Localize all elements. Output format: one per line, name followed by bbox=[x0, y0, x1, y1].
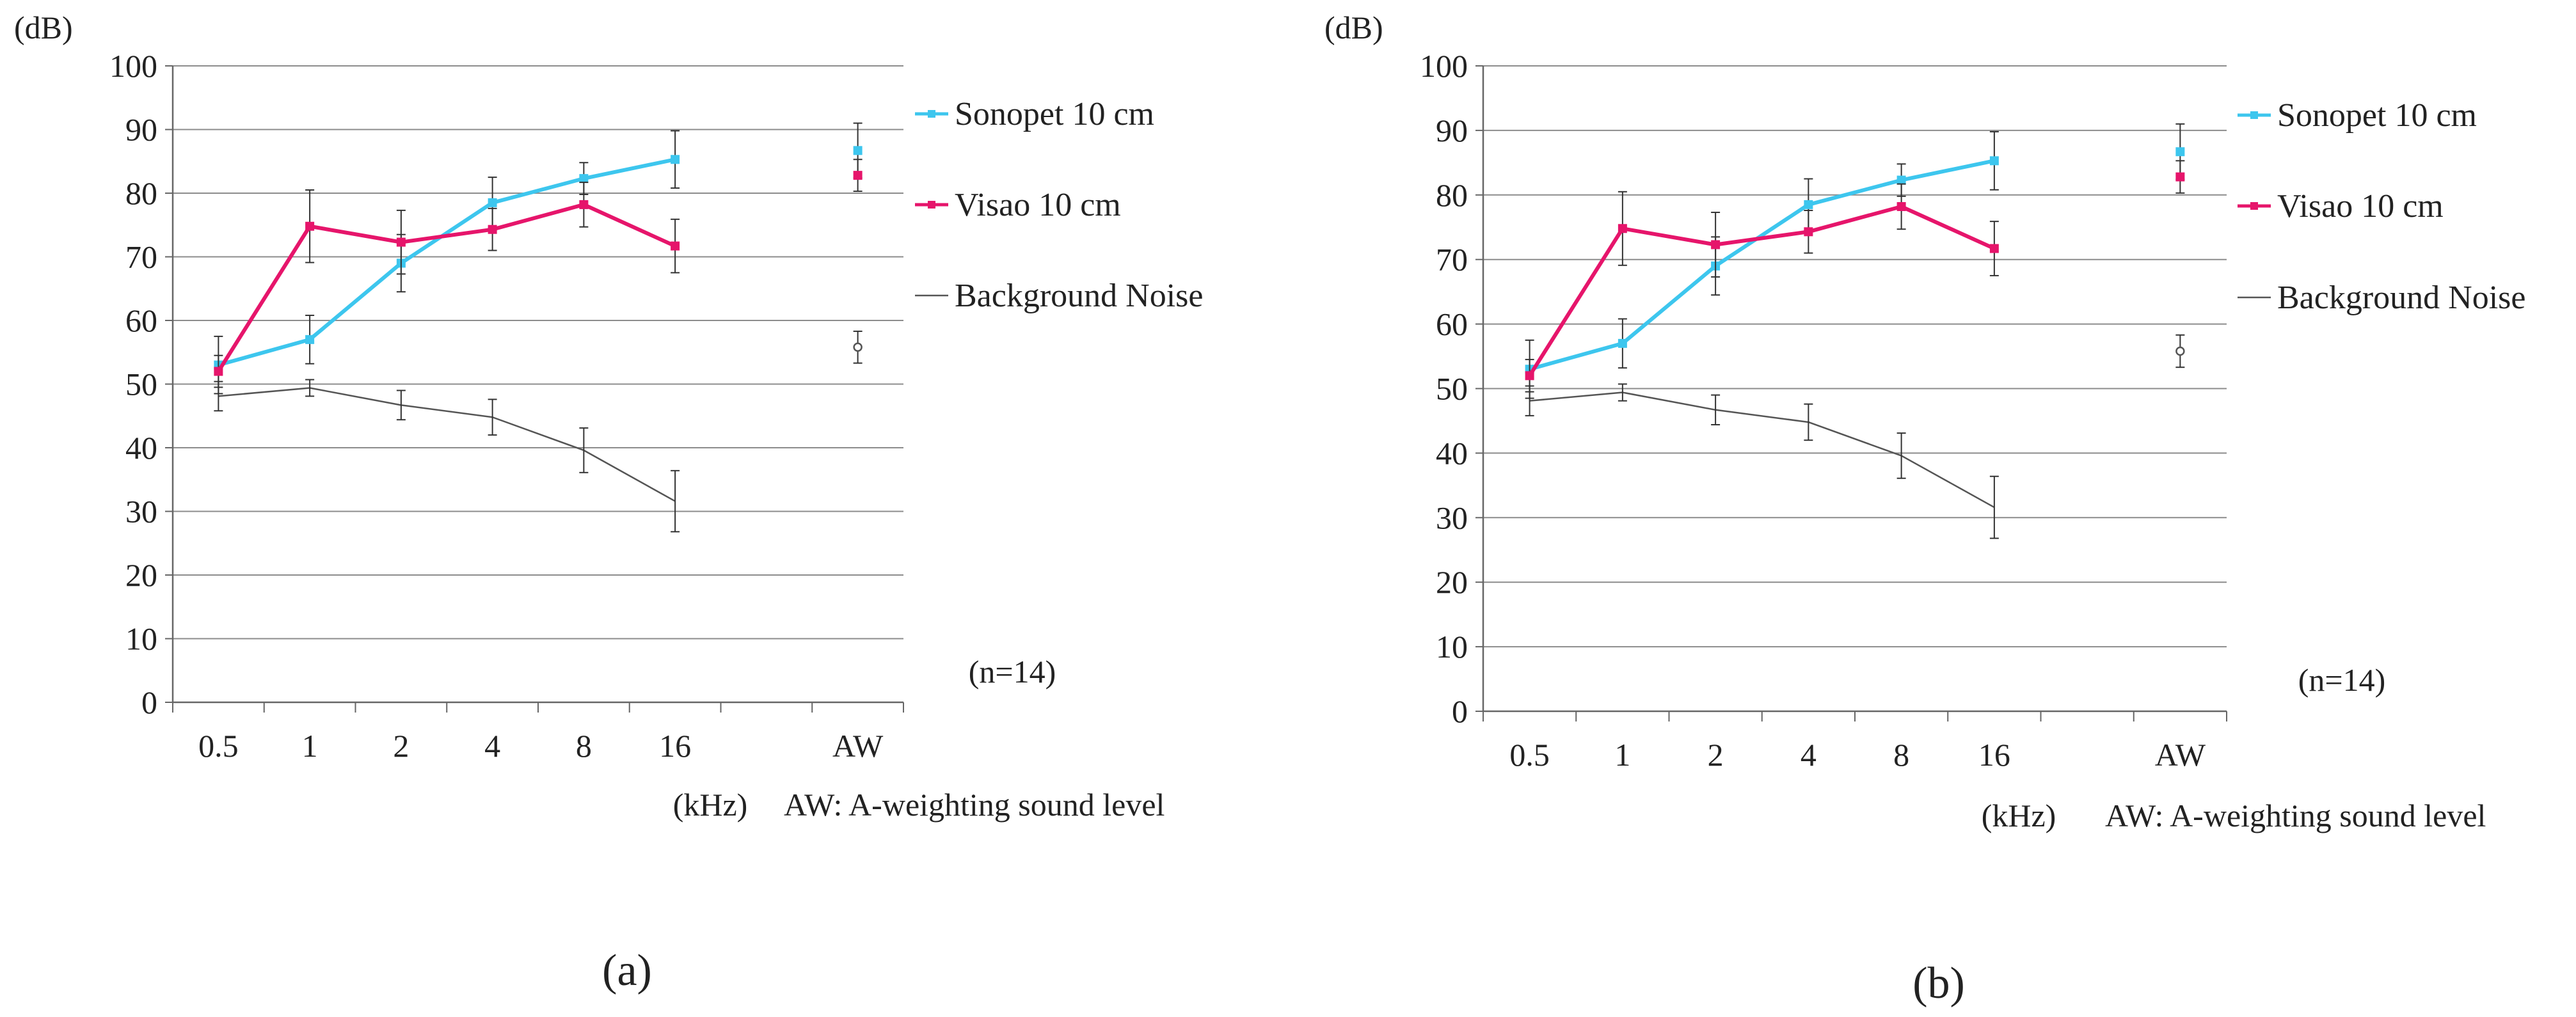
x-unit-label: (kHz) bbox=[673, 787, 748, 823]
data-point bbox=[1989, 244, 1999, 253]
y-tick-label: 70 bbox=[125, 239, 157, 275]
legend-label: Sonopet 10 cm bbox=[2277, 97, 2477, 134]
x-tick-label: 1 bbox=[302, 728, 318, 764]
data-point bbox=[1896, 175, 1906, 185]
x-tick-label: AW bbox=[832, 728, 884, 764]
panel-caption: (b) bbox=[1912, 959, 1965, 1008]
data-point bbox=[2175, 147, 2185, 157]
legend-label: Visao 10 cm bbox=[2277, 188, 2444, 225]
series-1 bbox=[1525, 160, 2185, 393]
y-tick-label: 90 bbox=[1436, 113, 1468, 148]
y-tick-label: 60 bbox=[125, 303, 157, 338]
data-point bbox=[853, 342, 863, 352]
chart-panel-a: 0 10 20 30 40 50 60 70 80 90 100 0.5 1 2 4 8 16 AW (dB) Son… bbox=[14, 10, 1203, 995]
data-point bbox=[1804, 200, 1813, 209]
y-tick-label: 50 bbox=[1436, 371, 1468, 407]
data-point bbox=[1989, 156, 1999, 166]
data-point bbox=[396, 237, 406, 247]
chart-panel-b: 0 10 20 30 40 50 60 70 80 90 100 0.5 1 2 4 8 16 AW (dB) Son… bbox=[1324, 10, 2525, 1008]
data-point bbox=[214, 367, 223, 376]
data-point bbox=[671, 241, 680, 251]
x-tick-label: 8 bbox=[1893, 737, 1909, 773]
data-point bbox=[1711, 240, 1721, 249]
data-point bbox=[579, 200, 589, 209]
data-point bbox=[1804, 227, 1813, 237]
data-point bbox=[853, 146, 863, 155]
y-tick-label: 80 bbox=[125, 175, 157, 211]
x-tick-label: 2 bbox=[1708, 737, 1724, 773]
aw-note: AW: A-weighting sound level bbox=[784, 787, 1165, 823]
x-tick-label: 4 bbox=[484, 728, 500, 764]
y-tick-label: 50 bbox=[125, 367, 157, 402]
y-tick-label: 70 bbox=[1436, 242, 1468, 278]
data-point bbox=[305, 335, 315, 344]
y-tick-label: 40 bbox=[1436, 435, 1468, 471]
x-tick-label: 0.5 bbox=[1509, 737, 1550, 773]
data-point bbox=[1896, 201, 1906, 211]
x-tick-label: AW bbox=[2155, 737, 2206, 773]
y-axis-label: (dB) bbox=[14, 10, 73, 45]
y-tick-label: 10 bbox=[1436, 629, 1468, 665]
y-tick-label: 100 bbox=[109, 48, 157, 84]
series-2 bbox=[214, 330, 863, 533]
data-point bbox=[853, 171, 863, 180]
y-tick-label: 20 bbox=[125, 557, 157, 593]
y-tick-label: 0 bbox=[1452, 693, 1468, 729]
series-line bbox=[218, 387, 676, 502]
x-tick-label: 4 bbox=[1801, 737, 1817, 773]
panel-caption: (a) bbox=[602, 946, 652, 995]
x-tick-label: 8 bbox=[576, 728, 592, 764]
x-tick-label: 2 bbox=[393, 728, 409, 764]
y-axis-label: (dB) bbox=[1324, 10, 1383, 45]
y-tick-label: 40 bbox=[125, 430, 157, 466]
y-tick-label: 20 bbox=[1436, 564, 1468, 600]
y-tick-label: 100 bbox=[1420, 48, 1468, 84]
series-0 bbox=[214, 122, 863, 395]
x-tick-label: 16 bbox=[659, 728, 691, 764]
x-tick-label: 16 bbox=[1978, 737, 2010, 773]
sample-size-label: (n=14) bbox=[2298, 662, 2386, 698]
data-point bbox=[2175, 346, 2185, 356]
legend-marker bbox=[928, 201, 935, 209]
y-tick-label: 80 bbox=[1436, 177, 1468, 213]
y-tick-label: 60 bbox=[1436, 306, 1468, 342]
y-tick-label: 30 bbox=[1436, 500, 1468, 535]
series-2 bbox=[1525, 334, 2185, 539]
series-0 bbox=[1525, 123, 2185, 399]
legend-marker bbox=[928, 110, 935, 118]
data-point bbox=[2175, 172, 2185, 182]
series-line bbox=[1529, 159, 1995, 372]
y-tick-label: 90 bbox=[125, 112, 157, 148]
aw-note: AW: A-weighting sound level bbox=[2105, 798, 2486, 833]
x-unit-label: (kHz) bbox=[1982, 798, 2056, 833]
x-tick-label: 0.5 bbox=[198, 728, 239, 764]
data-point bbox=[488, 198, 497, 207]
sample-size-label: (n=14) bbox=[969, 654, 1056, 690]
legend-marker bbox=[2250, 202, 2258, 210]
data-point bbox=[671, 155, 680, 164]
series-line bbox=[216, 202, 676, 373]
data-point bbox=[579, 174, 589, 184]
y-tick-label: 30 bbox=[125, 494, 157, 530]
data-point bbox=[1618, 224, 1627, 233]
data-point bbox=[305, 221, 315, 231]
series-line bbox=[1528, 204, 1996, 377]
legend-label: Background Noise bbox=[955, 278, 1203, 314]
legend-label: Background Noise bbox=[2277, 280, 2525, 316]
data-point bbox=[488, 225, 497, 234]
legend-label: Visao 10 cm bbox=[955, 187, 1121, 223]
data-point bbox=[1618, 338, 1627, 348]
y-tick-label: 0 bbox=[141, 684, 157, 720]
x-tick-label: 1 bbox=[1614, 737, 1630, 773]
y-tick-label: 10 bbox=[125, 621, 157, 657]
series-line bbox=[1529, 391, 1995, 508]
data-point bbox=[1525, 371, 1534, 381]
legend-marker bbox=[2250, 111, 2258, 119]
legend-label: Sonopet 10 cm bbox=[955, 96, 1154, 132]
series-line bbox=[218, 157, 676, 367]
